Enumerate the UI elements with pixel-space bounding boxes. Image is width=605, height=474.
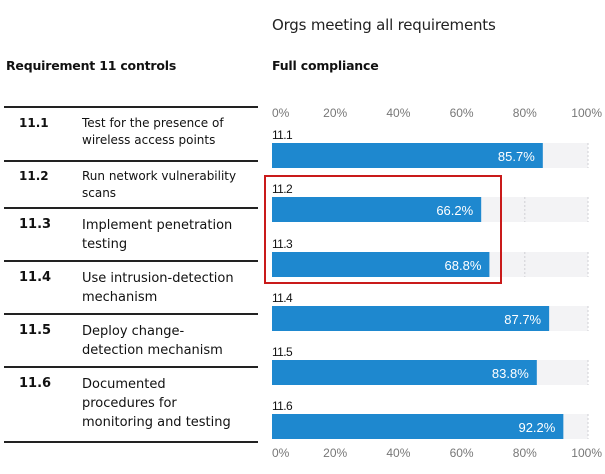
table-divider <box>4 106 258 108</box>
control-description: Test for the presence of wireless access… <box>82 116 224 147</box>
control-description: Deploy change-detection mechanism <box>82 324 223 358</box>
chart-title: Orgs meeting all requirements <box>272 16 496 34</box>
control-id: 11.6 <box>19 376 52 391</box>
control-description: Documented procedures for monitoring and… <box>82 377 231 430</box>
category-label: 11.5 <box>272 345 293 359</box>
table-divider <box>4 207 258 209</box>
table-divider <box>4 313 258 315</box>
bottom-axis-tick-label: 100% <box>571 446 602 460</box>
bottom-axis-tick-label: 20% <box>323 446 347 460</box>
control-id: 11.5 <box>19 323 52 338</box>
table-divider <box>4 260 258 262</box>
control-id: 11.4 <box>19 270 52 285</box>
bottom-axis-tick-label: 60% <box>450 446 474 460</box>
category-label: 11.4 <box>272 291 293 305</box>
value-label: 66.2% <box>436 203 473 218</box>
controls-column-header: Requirement 11 controls <box>6 58 177 73</box>
value-label: 85.7% <box>498 149 535 164</box>
table-divider <box>4 366 258 368</box>
control-description: Use intrusion-detection mechanism <box>82 271 234 305</box>
value-label: 92.2% <box>518 420 555 435</box>
highlight-box <box>264 175 502 284</box>
compliance-column-header: Full compliance <box>272 58 379 73</box>
control-description: Implement penetration testing <box>82 218 233 252</box>
table-divider <box>4 160 258 162</box>
category-label: 11.6 <box>272 399 293 413</box>
value-label: 87.7% <box>504 312 541 327</box>
bar <box>272 306 550 331</box>
bottom-axis-tick-label: 80% <box>513 446 537 460</box>
bar <box>272 252 490 277</box>
bar <box>272 197 482 222</box>
control-description: Run network vulnerability scans <box>82 169 237 200</box>
value-label: 83.8% <box>492 366 529 381</box>
control-id: 11.1 <box>19 116 49 130</box>
value-label: 68.8% <box>445 258 482 273</box>
table-divider <box>4 441 258 443</box>
top-axis-tick-label: 60% <box>450 106 474 120</box>
bar <box>272 360 537 385</box>
top-axis-tick-label: 40% <box>386 106 410 120</box>
bottom-axis-tick-label: 40% <box>386 446 410 460</box>
control-id: 11.3 <box>19 217 52 232</box>
bar <box>272 143 543 168</box>
top-axis-tick-label: 0% <box>272 106 290 120</box>
top-axis-tick-label: 80% <box>513 106 537 120</box>
bar <box>272 414 564 439</box>
bottom-axis-tick-label: 0% <box>272 446 290 460</box>
category-label: 11.2 <box>272 182 293 196</box>
top-axis-tick-label: 20% <box>323 106 347 120</box>
top-axis-tick-label: 100% <box>571 106 602 120</box>
control-id: 11.2 <box>19 169 49 183</box>
category-label: 11.3 <box>272 237 293 251</box>
category-label: 11.1 <box>272 128 293 142</box>
